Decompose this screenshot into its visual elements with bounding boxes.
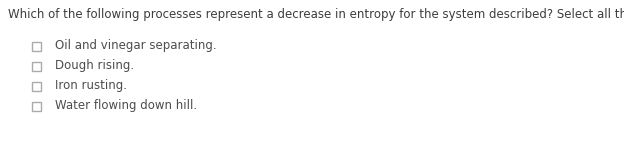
Text: Iron rusting.: Iron rusting. <box>55 80 127 93</box>
Text: Water flowing down hill.: Water flowing down hill. <box>55 100 197 113</box>
Text: Dough rising.: Dough rising. <box>55 59 134 73</box>
Text: Oil and vinegar separating.: Oil and vinegar separating. <box>55 39 217 52</box>
Bar <box>32 41 41 50</box>
Bar <box>32 82 41 91</box>
Text: Which of the following processes represent a decrease in entropy for the system : Which of the following processes represe… <box>8 8 624 21</box>
Bar <box>32 61 41 70</box>
Bar <box>32 102 41 111</box>
